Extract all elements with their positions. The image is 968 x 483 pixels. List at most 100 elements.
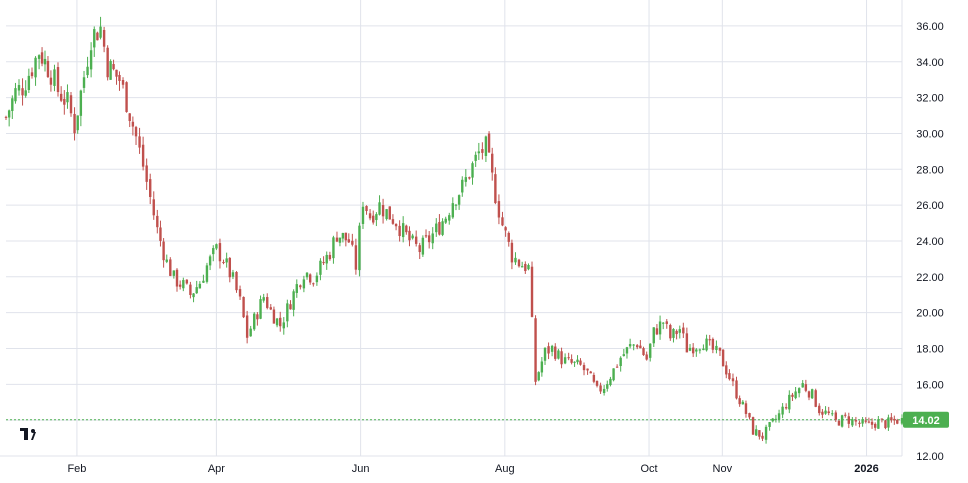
candle-up [305,272,309,280]
candle-down [874,422,877,431]
candle-body [56,67,60,93]
candle-body [801,383,804,388]
candle-down [751,416,755,435]
candle-body [896,420,899,424]
candle-body [474,154,477,161]
candle-up [361,201,365,229]
candle-up [11,95,14,120]
candle-up [678,325,681,339]
candle-up [341,232,345,243]
candle-up [109,59,112,80]
candle-down [344,232,348,247]
candle-body [354,245,358,270]
candle-body [893,418,896,421]
candle-down [642,346,645,356]
candle-down [131,116,135,136]
candle-up [89,42,93,78]
candle-body [82,77,86,88]
candle-body [702,348,705,351]
candle-body [761,435,764,439]
candle-body [279,317,282,327]
candle-down [272,306,276,324]
candle-up [609,376,612,387]
candle-body [66,92,69,103]
candle-down [711,337,715,354]
candle-up [315,272,319,286]
candle-body [615,366,619,368]
candle-up [672,328,675,343]
candle-body [115,69,118,77]
candle-up [93,26,96,57]
candle-down [884,419,887,430]
candle-body [481,149,484,153]
candle-body [4,116,8,118]
candle-body [530,266,534,317]
candle-body [827,411,830,414]
candle-body [421,237,425,255]
candle-up [448,212,451,225]
candle-body [24,90,27,96]
candle-body [134,127,138,137]
candle-body [821,411,824,415]
candle-up [695,348,698,357]
candle-down [728,369,731,381]
candle-down [570,354,573,365]
candle-down [40,47,44,67]
candle-body [438,222,441,235]
candle-down [735,376,738,400]
candle-down [381,198,385,224]
time-axis[interactable]: Feb Apr Jun Aug Oct Nov 2026 [67,463,878,475]
candle-down [152,191,155,220]
candle-down [890,413,893,423]
candle-body [169,259,172,276]
candle-body [602,388,606,394]
candle-down [847,412,851,429]
candle-body [73,113,76,134]
candle-body [394,223,398,227]
candle-up [182,277,185,292]
candle-down [128,113,131,128]
tradingview-logo-icon[interactable] [20,428,36,440]
candle-down [599,382,602,394]
candle-body [34,57,37,78]
candle-down [821,408,824,419]
candle-body [405,225,408,233]
candle-body [46,60,50,78]
candle-body [725,365,728,375]
candle-body [308,274,312,283]
candle-down [893,415,896,425]
candle-body [705,338,708,351]
candle-body [335,237,339,242]
candle-up [76,115,79,134]
candle-body [764,426,768,440]
candle-body [212,248,215,255]
candle-up [887,414,890,431]
candle-up [457,194,461,210]
candle-body [491,153,494,173]
candle-up [82,70,86,93]
candle-body [563,357,567,364]
candle-body [299,285,302,288]
candle-down [748,412,751,420]
candle-body [510,242,514,263]
candle-down [30,67,34,79]
candle-body [325,254,328,264]
logo-stem [24,428,28,440]
candle-body [840,415,844,427]
candle-up [208,254,212,271]
candle-up [338,237,342,247]
candle-up [658,315,662,340]
candle-up [195,280,198,294]
candle-down [725,361,728,379]
candle-body [109,61,112,80]
candle-body [156,215,159,228]
price-axis[interactable]: 12.0014.0016.0018.0020.0022.0024.0026.00… [916,21,944,463]
candle-body [253,313,256,330]
candle-body [592,374,596,382]
candle-body [63,98,66,105]
candle-up [810,388,814,400]
y-tick-label: 12.00 [916,451,944,463]
candle-up [205,262,209,284]
